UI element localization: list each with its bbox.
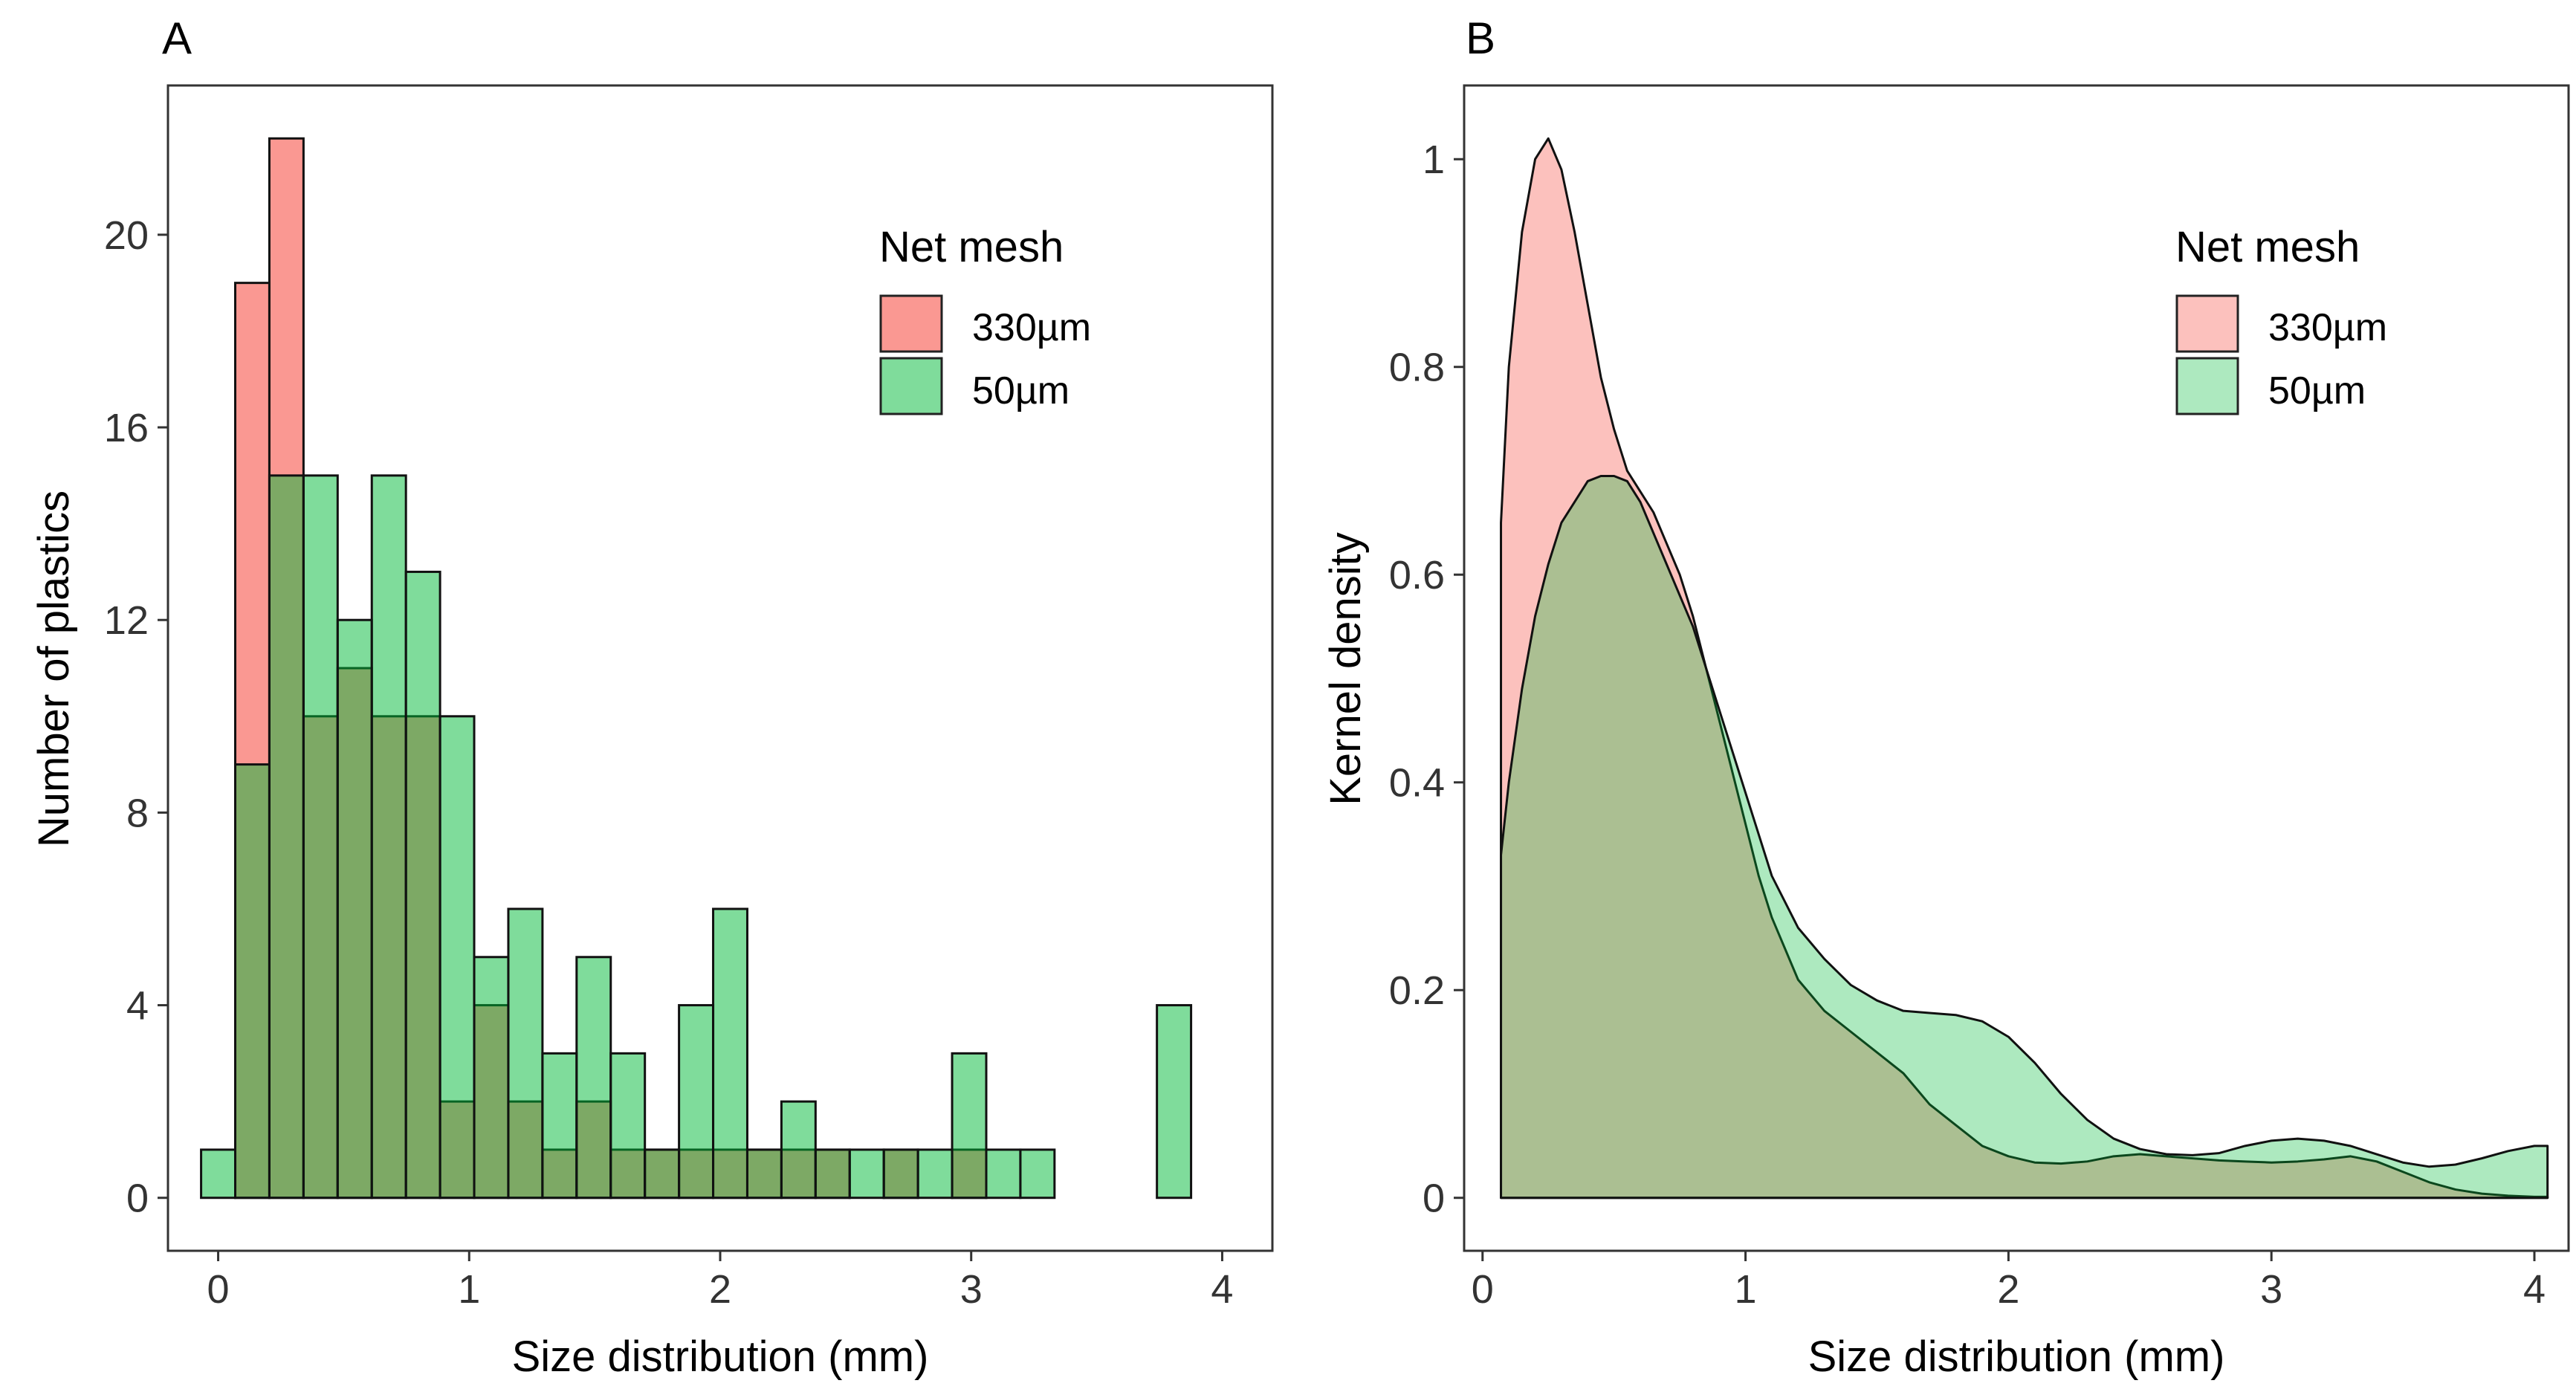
histogram-bar-50: [404, 570, 441, 1200]
histogram-bar-50: [234, 763, 271, 1200]
histogram-bar-50: [745, 1148, 783, 1200]
panel-b-letter: B: [1466, 13, 1495, 63]
panel-a-y-tick-label: 0: [126, 1176, 149, 1221]
histogram-bar-50: [302, 474, 339, 1200]
panel-b-x-tick-label: 0: [1472, 1267, 1494, 1312]
panel-b-legend-key-50: [2175, 357, 2239, 415]
histogram-bar-50: [780, 1100, 817, 1200]
histogram-bar-50: [678, 1004, 715, 1200]
panel-a-legend-title: Net mesh: [879, 223, 1064, 271]
panel-a-x-axis-title: Size distribution (mm): [512, 1333, 929, 1381]
panel-a-legend-key-50: [879, 357, 943, 415]
panel-a-legend: Net mesh 330µm 50µm: [879, 223, 1091, 415]
histogram-bar-50: [336, 618, 373, 1200]
histogram-bar-50: [1156, 1004, 1193, 1200]
histogram-bar-50: [814, 1148, 851, 1200]
panel-a-y-tick-label: 8: [126, 791, 149, 835]
panel-a-x-tick-label: 2: [709, 1267, 731, 1312]
histogram-bar-50: [268, 474, 305, 1200]
panel-b-x-tick-label: 2: [1997, 1267, 2019, 1312]
panel-b-x-tick-label: 4: [2523, 1267, 2546, 1312]
panel-b-y-tick-label: 0.2: [1389, 968, 1445, 1013]
panel-a-y-tick-label: 12: [104, 598, 149, 643]
panel-b-legend: Net mesh 330µm 50µm: [2175, 223, 2387, 415]
panel-a-y-tick-label: 4: [126, 984, 149, 1029]
panel-b-x-axis-title: Size distribution (mm): [1808, 1333, 2225, 1381]
panel-a-x-ticks: 0 1 2 3 4: [207, 1251, 1233, 1312]
panel-a-y-tick-label: 16: [104, 406, 149, 450]
histogram-bar-50: [916, 1148, 954, 1200]
panel-a-legend-label-50: 50µm: [972, 369, 1069, 412]
panel-b-y-tick-label: 1: [1423, 137, 1445, 182]
histogram-bar-50: [644, 1148, 681, 1200]
panel-b-plot-area: [1463, 84, 2570, 1252]
histogram-bar-50: [848, 1148, 885, 1200]
histogram-bar-50: [541, 1052, 578, 1200]
panel-a-legend-key-330: [879, 294, 943, 353]
panel-b-x-tick-label: 3: [2260, 1267, 2282, 1312]
histogram-bar-50: [438, 715, 476, 1200]
panel-b-y-tick-label: 0: [1423, 1176, 1445, 1221]
panel-a-letter: A: [162, 13, 192, 63]
panel-b-legend-label-50: 50µm: [2268, 369, 2366, 412]
panel-b-x-ticks: 0 1 2 3 4: [1472, 1251, 2546, 1312]
density-area-330: [1500, 137, 2549, 1200]
panel-b-legend-title: Net mesh: [2175, 223, 2360, 271]
panel-a-x-tick-label: 3: [960, 1267, 983, 1312]
panel-b: B 0 1 2 3 4 0 0.2 0.4 0.6 0.8 1 Size distribution…: [1321, 13, 2570, 1381]
panel-a-x-tick-label: 0: [207, 1267, 230, 1312]
histogram-bar-50: [575, 956, 612, 1200]
panel-b-y-tick-label: 0.4: [1389, 761, 1445, 806]
histogram-bar-50: [473, 956, 510, 1200]
density-area-50: [1500, 474, 2549, 1200]
panel-b-y-tick-label: 0.6: [1389, 553, 1445, 598]
panel-a-x-tick-label: 4: [1211, 1267, 1233, 1312]
panel-a-y-ticks: 0 4 8 12 16 20: [104, 213, 168, 1221]
histogram-bar-50: [1019, 1148, 1056, 1200]
panel-a-x-tick-label: 1: [458, 1267, 480, 1312]
panel-a-bars-50: [200, 474, 1193, 1200]
histogram-bar-50: [985, 1148, 1022, 1200]
histogram-bar-50: [370, 474, 407, 1200]
panel-b-legend-key-330: [2175, 294, 2239, 353]
histogram-bar-50: [882, 1148, 919, 1200]
panel-a-y-tick-label: 20: [104, 213, 149, 258]
panel-a-y-axis-title: Number of plastics: [30, 491, 78, 847]
panel-b-y-tick-label: 0.8: [1389, 346, 1445, 390]
histogram-bar-50: [200, 1148, 237, 1200]
panel-b-legend-label-330: 330µm: [2268, 306, 2387, 349]
histogram-bar-50: [609, 1052, 647, 1200]
histogram-bar-50: [951, 1052, 988, 1200]
panel-b-y-axis-title: Kernel density: [1321, 532, 1370, 806]
panel-b-x-tick-label: 1: [1735, 1267, 1757, 1312]
panel-a-legend-label-330: 330µm: [972, 306, 1091, 349]
panel-b-density-areas: [1500, 137, 2549, 1200]
panel-b-y-ticks: 0 0.2 0.4 0.6 0.8 1: [1389, 137, 1464, 1221]
histogram-bar-50: [712, 907, 748, 1200]
histogram-bar-50: [507, 907, 544, 1200]
